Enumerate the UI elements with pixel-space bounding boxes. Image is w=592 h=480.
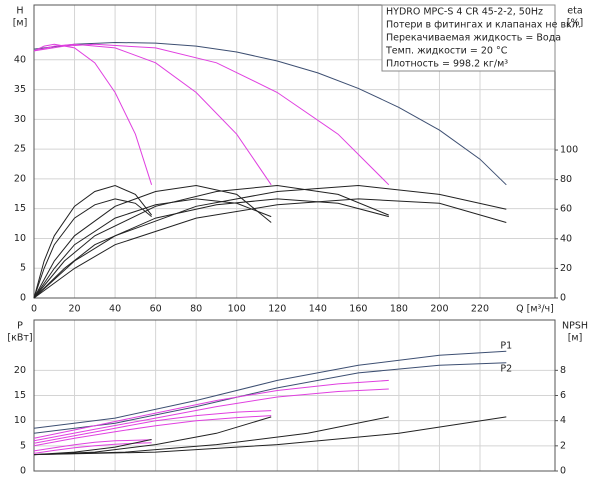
- y-tick-label: 15: [14, 203, 26, 214]
- curve: [33, 184, 389, 299]
- y2-tick-label: 0: [560, 466, 566, 477]
- y2-tick-label: 0: [560, 293, 566, 304]
- y2-axis-label: NPSH: [562, 321, 588, 332]
- y-tick-label: 20: [14, 173, 26, 184]
- y-tick-label: 0: [20, 293, 26, 304]
- curve: [33, 388, 389, 442]
- y2-tick-label: 40: [560, 233, 572, 244]
- y2-tick-label: 60: [560, 204, 572, 215]
- y2-axis-unit: [%]: [567, 18, 583, 29]
- curve: [33, 416, 272, 456]
- x-tick-label: 60: [150, 304, 162, 315]
- y2-tick-label: 8: [560, 365, 566, 376]
- plot-frame: [33, 4, 556, 299]
- y-tick-label: 15: [14, 390, 26, 401]
- series-label: P1: [500, 341, 512, 352]
- y-tick-label: 20: [14, 365, 26, 376]
- y-tick-label: 10: [14, 233, 26, 244]
- curve: [33, 362, 507, 434]
- plot-frame: [33, 319, 556, 472]
- curve: [33, 416, 507, 456]
- x-axis-label: Q [м³/ч]: [516, 304, 554, 315]
- curve: [33, 41, 507, 186]
- annotation: Темп. жидкости = 20 °C: [385, 46, 508, 57]
- x-tick-label: 20: [68, 304, 80, 315]
- y2-tick-label: 6: [560, 390, 566, 401]
- x-tick-label: 200: [430, 304, 448, 315]
- y-axis-unit: [кВт]: [7, 333, 32, 344]
- y2-axis-unit: [м]: [568, 333, 583, 344]
- y-tick-label: 35: [14, 84, 26, 95]
- info-box: [381, 4, 556, 72]
- y-tick-label: 0: [20, 466, 26, 477]
- y2-tick-label: 4: [560, 415, 566, 426]
- x-tick-label: 160: [349, 304, 367, 315]
- curve: [33, 379, 389, 439]
- y-tick-label: 5: [20, 440, 26, 451]
- curve: [33, 350, 507, 429]
- x-tick-label: 220: [471, 304, 489, 315]
- y-tick-label: 5: [20, 263, 26, 274]
- curve: [33, 184, 152, 299]
- curve: [33, 439, 152, 452]
- curve: [33, 43, 153, 185]
- y2-tick-label: 20: [560, 263, 572, 274]
- curve: [33, 43, 272, 186]
- series-label: P2: [500, 363, 512, 374]
- annotation: HYDRO MPC-S 4 CR 45-2-2, 50Hz: [386, 7, 543, 18]
- y2-tick-label: 2: [560, 440, 566, 451]
- x-tick-label: 40: [109, 304, 121, 315]
- y-tick-label: 30: [14, 114, 26, 125]
- y-axis-unit: [м]: [13, 18, 28, 29]
- y-axis-label: P: [17, 321, 23, 332]
- annotation: Потери в фитингах и клапанах не вкл.: [386, 20, 581, 31]
- curve: [33, 184, 507, 299]
- curve: [33, 198, 507, 299]
- y-tick-label: 10: [14, 415, 26, 426]
- curve: [33, 198, 389, 299]
- curve: [33, 184, 272, 299]
- annotation: Плотность = 998.2 кг/м³: [386, 59, 508, 70]
- curve: [33, 415, 272, 447]
- annotation: Перекачиваемая жидкость = Вода: [386, 33, 561, 44]
- x-tick-label: 0: [31, 304, 37, 315]
- y2-tick-label: 80: [560, 174, 572, 185]
- y-tick-label: 40: [14, 54, 26, 65]
- curve: [33, 410, 272, 444]
- curve: [33, 43, 390, 186]
- curve: [33, 198, 272, 299]
- y2-axis-label: eta: [567, 6, 582, 17]
- x-tick-label: 100: [228, 304, 246, 315]
- y2-tick-label: 100: [560, 145, 578, 156]
- y-axis-label: H: [16, 6, 23, 17]
- curve: [33, 198, 152, 299]
- y-tick-label: 25: [14, 144, 26, 155]
- x-tick-label: 180: [390, 304, 408, 315]
- x-tick-label: 140: [309, 304, 327, 315]
- x-tick-label: 80: [190, 304, 202, 315]
- x-tick-label: 120: [268, 304, 286, 315]
